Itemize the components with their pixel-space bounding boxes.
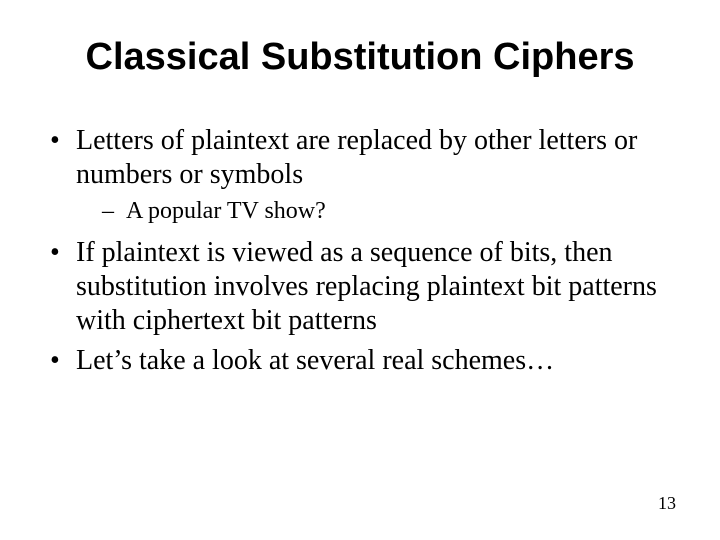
slide-title: Classical Substitution Ciphers <box>48 36 672 80</box>
sub-bullet-item: A popular TV show? <box>76 196 672 226</box>
page-number: 13 <box>658 493 676 514</box>
bullet-text: Let’s take a look at several real scheme… <box>76 345 554 376</box>
sub-bullet-list: A popular TV show? <box>76 196 672 226</box>
bullet-item: Let’s take a look at several real scheme… <box>48 344 672 378</box>
sub-bullet-text: A popular TV show? <box>126 198 326 224</box>
bullet-text: Letters of plaintext are replaced by oth… <box>76 125 637 190</box>
bullet-item: Letters of plaintext are replaced by oth… <box>48 124 672 226</box>
bullet-text: If plaintext is viewed as a sequence of … <box>76 237 657 336</box>
bullet-item: If plaintext is viewed as a sequence of … <box>48 236 672 338</box>
slide: Classical Substitution Ciphers Letters o… <box>0 0 720 540</box>
bullet-list: Letters of plaintext are replaced by oth… <box>48 124 672 379</box>
